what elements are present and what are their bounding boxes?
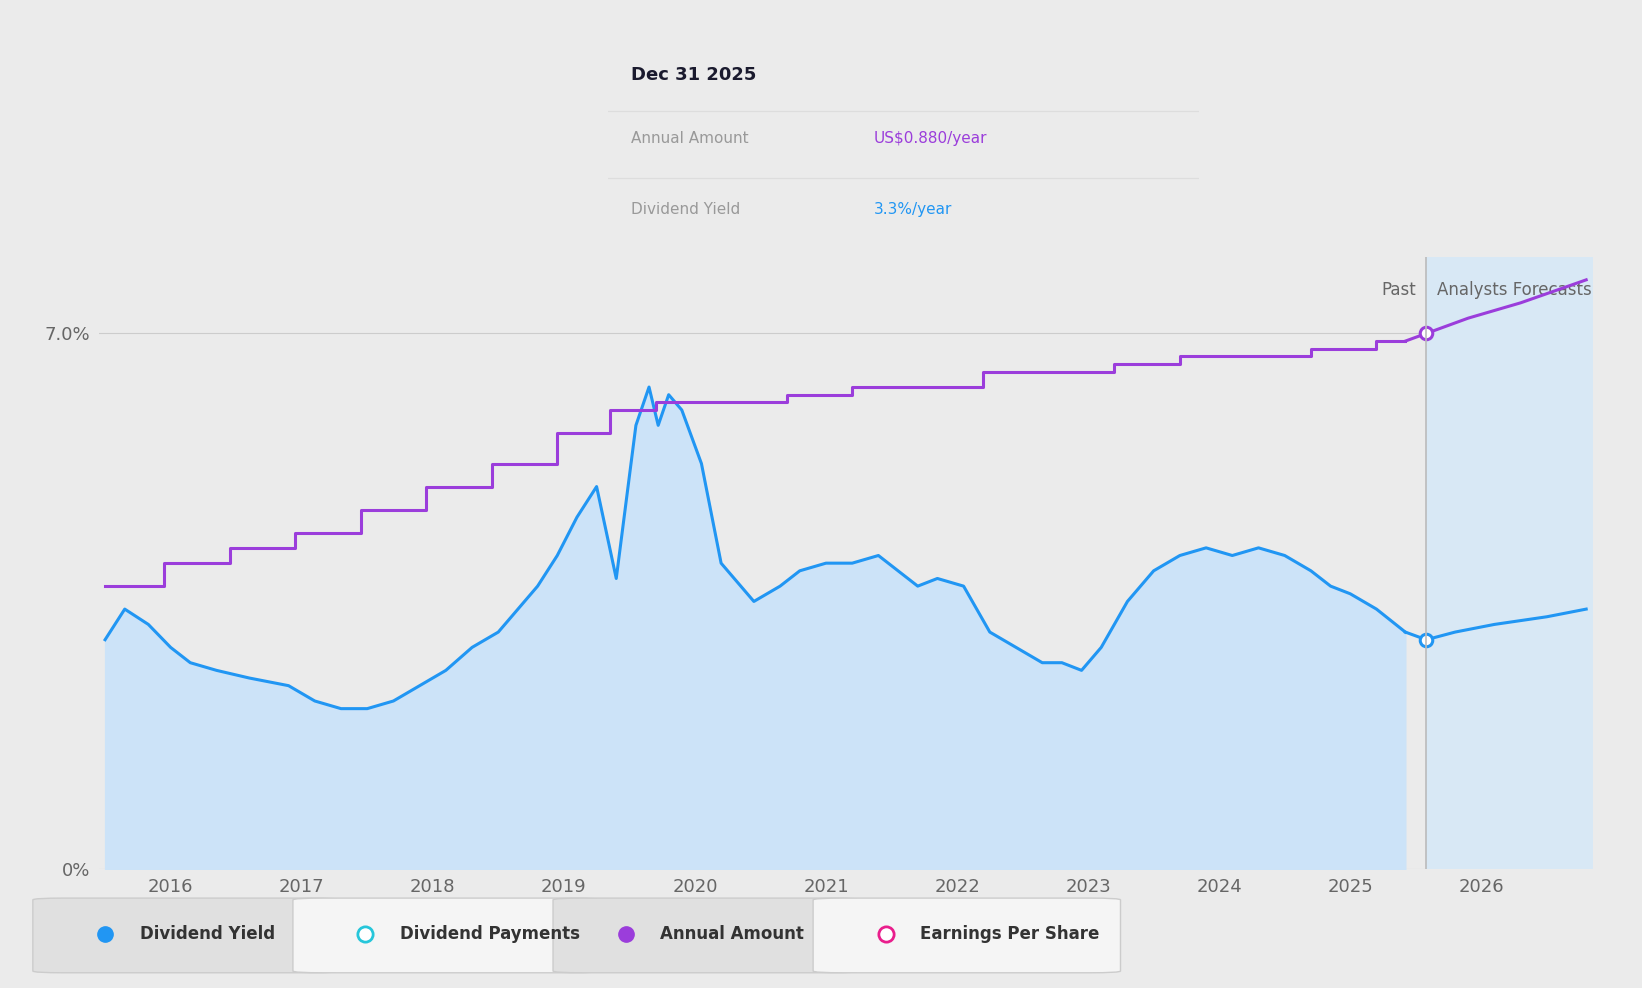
Text: US$0.880/year: US$0.880/year — [874, 130, 987, 146]
Text: Annual Amount: Annual Amount — [660, 925, 805, 943]
Text: Analysts Forecasts: Analysts Forecasts — [1437, 282, 1591, 299]
Text: 3.3%/year: 3.3%/year — [874, 202, 952, 217]
Text: Dividend Yield: Dividend Yield — [631, 202, 741, 217]
FancyBboxPatch shape — [813, 898, 1120, 973]
FancyBboxPatch shape — [292, 898, 601, 973]
Text: Past: Past — [1381, 282, 1415, 299]
Text: Earnings Per Share: Earnings Per Share — [920, 925, 1100, 943]
Text: Dec 31 2025: Dec 31 2025 — [631, 66, 757, 84]
Text: Annual Amount: Annual Amount — [631, 130, 749, 146]
FancyBboxPatch shape — [33, 898, 340, 973]
Bar — [1427, 257, 1593, 869]
Text: Dividend Payments: Dividend Payments — [401, 925, 580, 943]
FancyBboxPatch shape — [553, 898, 860, 973]
Text: Dividend Yield: Dividend Yield — [140, 925, 276, 943]
